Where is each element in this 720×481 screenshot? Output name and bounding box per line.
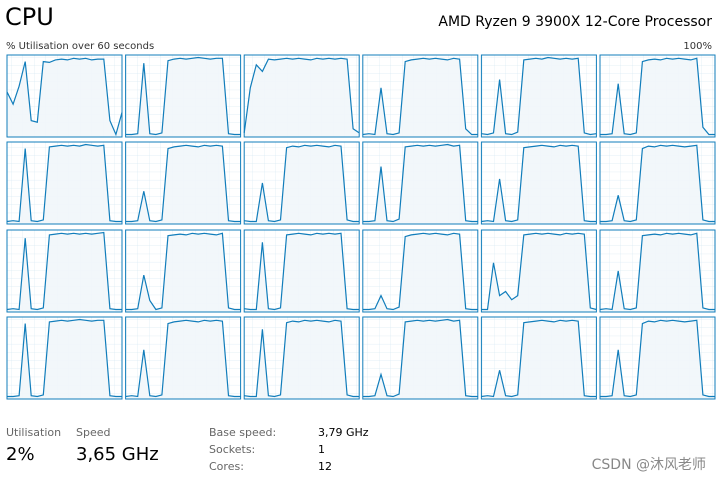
- core-border: [599, 316, 716, 400]
- core-line: [481, 232, 597, 311]
- core-border: [362, 54, 479, 138]
- core-area: [600, 145, 715, 224]
- core-line: [600, 144, 715, 223]
- core-area: [362, 233, 478, 312]
- core-border: [480, 141, 597, 225]
- core-area: [7, 319, 122, 399]
- core-area: [481, 320, 597, 399]
- core-line: [7, 318, 122, 398]
- core-grid: [6, 54, 716, 400]
- core-line: [125, 232, 241, 311]
- core-border: [243, 54, 360, 138]
- core-line: [481, 319, 597, 398]
- core-area: [244, 58, 360, 137]
- base-speed-value: 3,79 GHz: [318, 426, 369, 439]
- core-area: [125, 145, 241, 224]
- sockets-label: Sockets:: [209, 443, 255, 456]
- graph-max-label: 100%: [683, 41, 712, 52]
- core-line: [244, 144, 360, 223]
- core-line: [362, 232, 478, 311]
- core-area: [600, 58, 715, 137]
- core-border: [480, 316, 597, 400]
- core-line: [125, 144, 241, 223]
- core-border: [6, 229, 123, 313]
- core-border: [599, 54, 716, 138]
- core-area: [481, 145, 597, 224]
- core-line: [6, 231, 122, 311]
- core-area: [362, 319, 478, 399]
- utilisation-value: 2%: [6, 444, 35, 465]
- core-area: [362, 144, 478, 224]
- base-speed-label: Base speed:: [209, 426, 276, 439]
- core-area: [481, 57, 597, 137]
- cores-value: 12: [318, 460, 332, 473]
- utilisation-label: Utilisation: [6, 426, 61, 439]
- core-border: [362, 229, 479, 313]
- watermark: CSDN @沐风老师: [592, 457, 706, 473]
- cores-label: Cores:: [209, 460, 244, 473]
- core-border: [125, 141, 242, 225]
- processor-name: AMD Ryzen 9 3900X 12-Core Processor: [438, 14, 712, 30]
- graph-caption: % Utilisation over 60 seconds: [6, 41, 154, 52]
- core-border: [125, 229, 242, 313]
- core-area: [7, 144, 122, 224]
- core-line: [362, 143, 478, 223]
- core-line: [481, 56, 597, 136]
- core-line: [6, 57, 123, 137]
- core-line: [600, 319, 715, 398]
- core-area: [600, 233, 715, 312]
- core-border: [243, 141, 360, 225]
- core-border: [480, 54, 597, 138]
- speed-label: Speed: [76, 426, 110, 439]
- core-line: [6, 143, 122, 223]
- core-line: [244, 232, 360, 311]
- core-border: [599, 141, 716, 225]
- core-line: [125, 56, 241, 136]
- core-line: [244, 319, 360, 398]
- core-border: [243, 229, 360, 313]
- title: CPU: [5, 3, 54, 31]
- core-border: [6, 141, 123, 225]
- core-area: [125, 57, 241, 137]
- core-border: [362, 316, 479, 400]
- core-area: [125, 320, 241, 399]
- core-area: [362, 58, 478, 137]
- core-area: [125, 233, 241, 312]
- core-line: [243, 57, 360, 134]
- core-area: [244, 233, 360, 312]
- core-border: [362, 141, 479, 225]
- core-area: [244, 320, 360, 399]
- core-area: [481, 233, 597, 312]
- core-line: [362, 318, 478, 398]
- core-area: [7, 232, 122, 312]
- core-border: [6, 54, 123, 138]
- core-line: [599, 232, 715, 311]
- core-border: [125, 54, 242, 138]
- core-border: [243, 316, 360, 400]
- core-border: [6, 316, 123, 400]
- core-border: [480, 229, 597, 313]
- core-border: [125, 316, 242, 400]
- core-border: [599, 229, 716, 313]
- core-area: [7, 58, 122, 137]
- sockets-value: 1: [318, 443, 325, 456]
- core-area: [244, 145, 360, 224]
- core-area: [600, 320, 715, 399]
- core-line: [600, 57, 715, 136]
- core-line: [125, 319, 241, 398]
- core-line: [481, 144, 597, 223]
- core-line: [362, 57, 478, 136]
- speed-value: 3,65 GHz: [76, 444, 159, 465]
